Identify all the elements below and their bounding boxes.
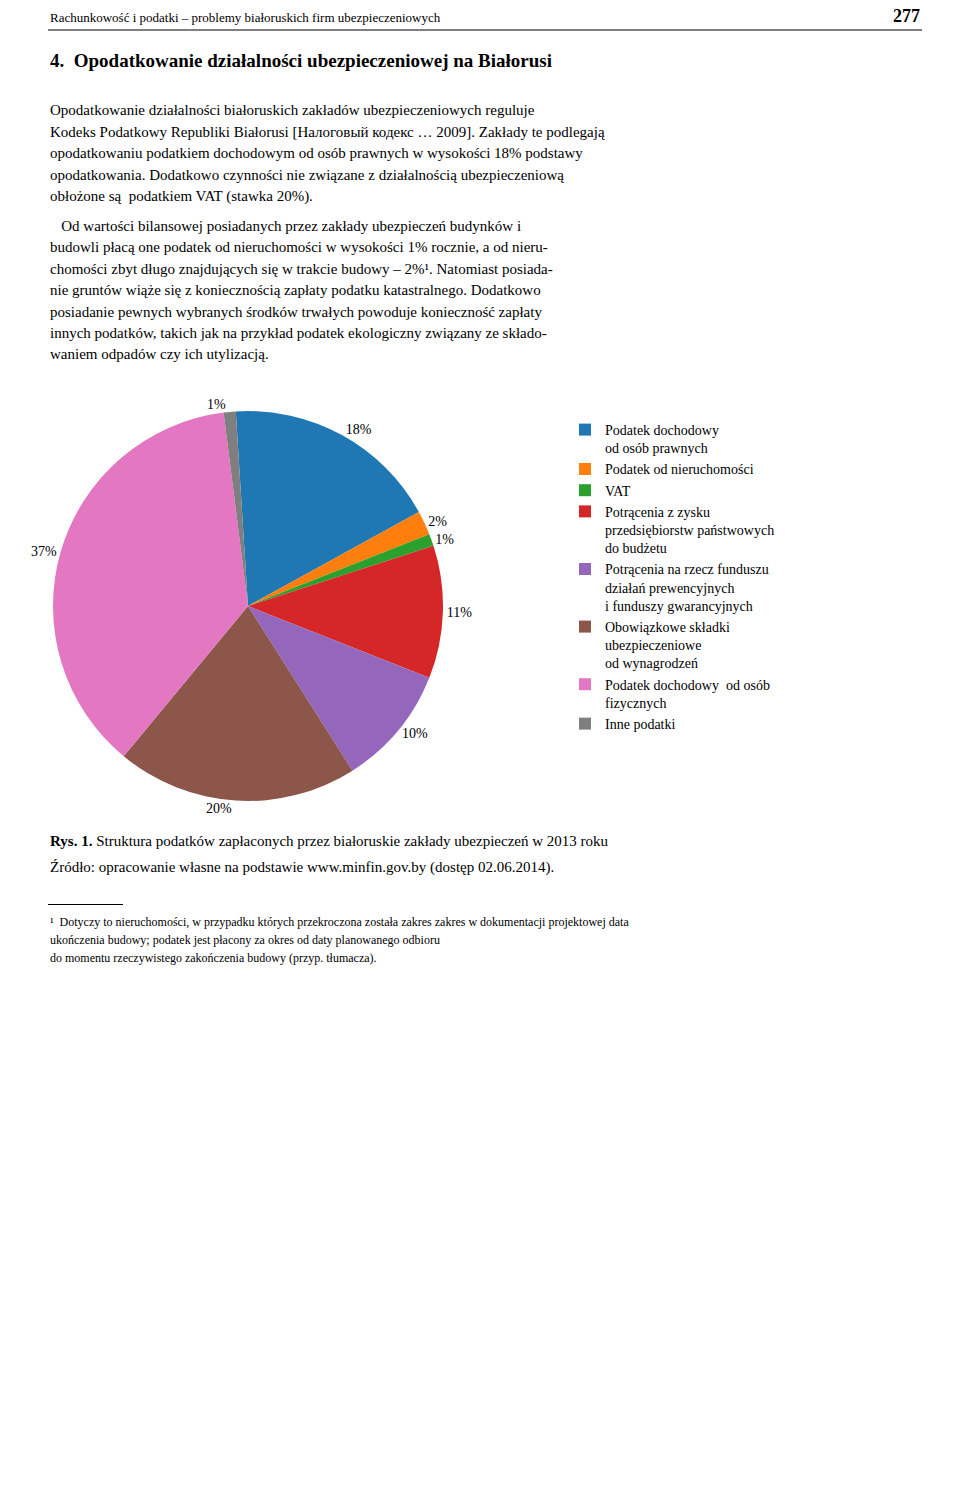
svg-text:18%: 18%: [346, 422, 372, 437]
svg-text:¹ Dotyczy to nieruchomości, w: ¹ Dotyczy to nieruchomości, w przypadku …: [50, 915, 629, 929]
svg-text:1%: 1%: [435, 532, 454, 547]
svg-text:opodatkowania. Dodatkowo czynn: opodatkowania. Dodatkowo czynności nie z…: [50, 167, 564, 183]
svg-text:obłożone są podatkiem VAT (st: obłożone są podatkiem VAT (stawka 20%).: [50, 188, 313, 205]
svg-text:37%: 37%: [31, 544, 57, 559]
svg-text:chomości zbyt długo znajdujący: chomości zbyt długo znajdujących się w t…: [50, 261, 553, 277]
svg-text:2%: 2%: [428, 514, 447, 529]
svg-text:Inne podatki: Inne podatki: [605, 717, 675, 732]
svg-text:10%: 10%: [402, 726, 428, 741]
svg-text:nie gruntów wiąże się z koniec: nie gruntów wiąże się z koniecznością za…: [50, 282, 541, 298]
svg-text:budowli płacą one podatek od n: budowli płacą one podatek od nieruchomoś…: [50, 239, 548, 255]
svg-text:Podatek od nieruchomości: Podatek od nieruchomości: [605, 462, 754, 477]
svg-text:ukończenia budowy; podatek jes: ukończenia budowy; podatek jest płacony …: [50, 933, 440, 947]
svg-text:Rachunkowość i podatki – probl: Rachunkowość i podatki – problemy białor…: [50, 10, 441, 25]
svg-text:waniem odpadów czy ich utyliza: waniem odpadów czy ich utylizacją.: [50, 346, 269, 362]
svg-text:4. Opodatkowanie działalności: 4. Opodatkowanie działalności ubezpiecze…: [50, 50, 552, 71]
svg-text:Od wartości bilansowej posiada: Od wartości bilansowej posiadanych przez…: [50, 218, 521, 234]
svg-text:do momentu rzeczywistego zakoń: do momentu rzeczywistego zakończenia bud…: [50, 951, 377, 965]
svg-text:277: 277: [893, 6, 920, 26]
svg-text:Opodatkowanie działalności bia: Opodatkowanie działalności białoruskich …: [50, 102, 535, 118]
svg-text:11%: 11%: [447, 605, 472, 620]
svg-text:1%: 1%: [207, 397, 226, 412]
svg-text:Podatek dochodowyod osób prawn: Podatek dochodowyod osób prawnych: [605, 423, 719, 456]
svg-text:opodatkowaniu podatkiem dochod: opodatkowaniu podatkiem dochodowym od os…: [50, 145, 583, 161]
svg-text:20%: 20%: [206, 801, 232, 816]
svg-text:innych podatków, takich jak na: innych podatków, takich jak na przykład …: [50, 325, 547, 341]
svg-text:Potrącenia na rzecz funduszudz: Potrącenia na rzecz funduszudziałań prew…: [605, 562, 769, 613]
svg-text:Podatek dochodowy od osóbfizy: Podatek dochodowy od osóbfizycznych: [605, 678, 770, 711]
svg-text:Obowiązkowe składkiubezpieczen: Obowiązkowe składkiubezpieczenioweod wyn…: [605, 620, 730, 671]
svg-text:Kodeks Podatkowy Republiki Bia: Kodeks Podatkowy Republiki Białorusi [На…: [50, 124, 605, 140]
svg-text:Źródło: opracowanie własne na: Źródło: opracowanie własne na podstawie …: [50, 859, 554, 876]
svg-text:Rys. 1. Struktura podatków zap: Rys. 1. Struktura podatków zapłaconych p…: [50, 833, 609, 849]
svg-text:posiadanie pewnych wybranych ś: posiadanie pewnych wybranych środków trw…: [50, 304, 542, 320]
svg-text:VAT: VAT: [605, 484, 631, 499]
svg-text:Potrącenia z zyskuprzedsiębior: Potrącenia z zyskuprzedsiębiorstw państw…: [605, 505, 774, 556]
